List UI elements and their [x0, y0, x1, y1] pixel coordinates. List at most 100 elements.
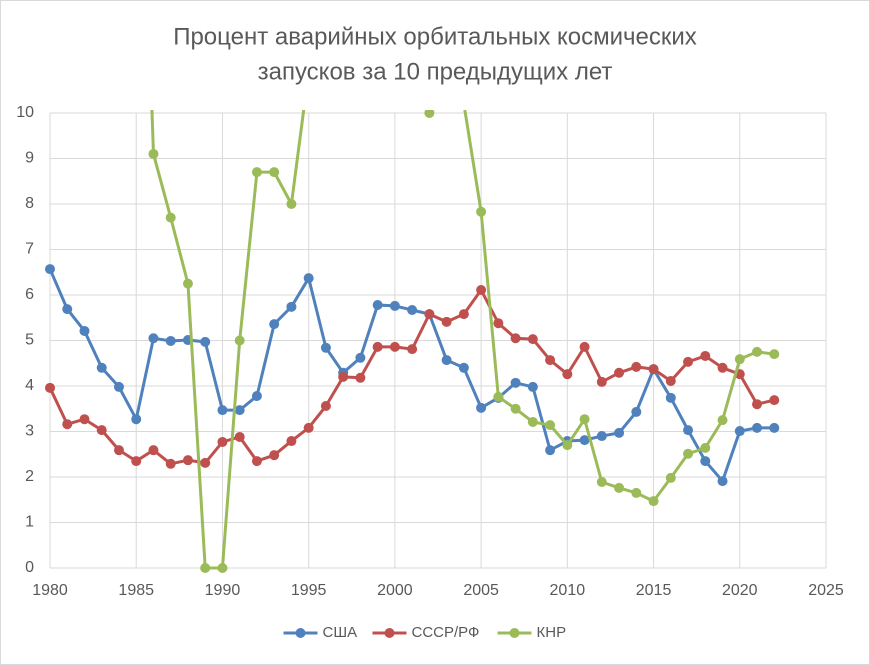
y-tick-label: 6 [25, 286, 34, 303]
chart-title: запусков за 10 предыдущих лет [258, 58, 613, 85]
data-point [769, 395, 780, 406]
data-point [45, 382, 55, 393]
data-point [683, 425, 694, 436]
data-point [407, 344, 418, 355]
data-point [131, 414, 142, 425]
x-tick-label: 2000 [377, 582, 413, 599]
data-point [389, 300, 400, 311]
data-point [527, 416, 538, 427]
data-point [734, 426, 745, 437]
data-point [320, 401, 331, 412]
data-point [148, 333, 159, 344]
data-point [96, 425, 107, 436]
data-point [493, 318, 504, 329]
x-tick-label: 2025 [808, 582, 844, 599]
data-point [148, 445, 159, 456]
data-point [648, 364, 659, 375]
data-point [182, 455, 193, 466]
data-point [372, 341, 383, 352]
data-point [476, 206, 487, 217]
x-tick-label: 1995 [291, 582, 327, 599]
y-tick-label: 10 [16, 104, 34, 121]
data-point [717, 415, 728, 426]
data-point [79, 325, 90, 336]
y-tick-label: 8 [25, 195, 34, 212]
data-point [596, 376, 607, 387]
y-tick-label: 7 [25, 241, 34, 258]
y-tick-label: 4 [25, 377, 34, 394]
data-point [234, 431, 245, 442]
x-tick-label: 2020 [722, 582, 758, 599]
data-point [234, 405, 245, 416]
data-point [683, 448, 694, 459]
data-point [665, 375, 676, 386]
legend-item: СССР/РФ [372, 624, 480, 641]
data-point [45, 264, 55, 275]
data-point [493, 391, 504, 402]
legend-swatch [384, 628, 395, 638]
data-point [683, 356, 694, 367]
data-point [338, 371, 349, 382]
data-point [372, 300, 383, 311]
data-point [752, 422, 763, 433]
data-point [165, 458, 176, 469]
data-point [113, 445, 124, 456]
data-point [510, 403, 521, 414]
data-point [96, 362, 107, 373]
data-point [251, 391, 262, 402]
legend-label: СССР/РФ [412, 624, 480, 641]
data-point [458, 362, 469, 373]
data-point [510, 333, 521, 344]
data-point [458, 309, 469, 320]
data-point [631, 361, 642, 372]
data-point [665, 392, 676, 403]
data-point [148, 148, 159, 159]
data-point [200, 336, 211, 347]
data-point [251, 456, 262, 467]
x-tick-label: 2010 [550, 582, 586, 599]
data-point [303, 273, 314, 284]
data-point [234, 335, 245, 346]
data-point [407, 305, 418, 316]
data-point [476, 284, 487, 295]
data-point [200, 457, 211, 468]
data-point [441, 316, 452, 327]
data-point [165, 212, 176, 223]
data-point [62, 304, 73, 315]
data-point [389, 341, 400, 352]
data-point [79, 414, 90, 425]
data-point [717, 476, 728, 487]
x-tick-label: 1990 [205, 582, 241, 599]
data-point [596, 477, 607, 488]
data-point [562, 369, 573, 380]
y-tick-label: 2 [25, 468, 34, 485]
data-point [545, 355, 556, 366]
data-point [752, 346, 763, 357]
data-point [165, 335, 176, 346]
data-point [631, 406, 642, 417]
data-point [269, 167, 280, 178]
data-point [441, 355, 452, 366]
data-point [700, 350, 711, 361]
legend-label: КНР [537, 624, 567, 641]
data-point [648, 496, 659, 507]
data-point [579, 435, 590, 446]
data-point [424, 309, 435, 320]
x-tick-label: 2005 [463, 582, 499, 599]
data-point [320, 342, 331, 353]
data-point [182, 278, 193, 289]
data-point [545, 445, 556, 456]
data-point [665, 472, 676, 483]
y-tick-label: 5 [25, 332, 34, 349]
y-tick-label: 1 [25, 514, 34, 531]
data-point [62, 419, 73, 430]
data-point [286, 301, 297, 312]
data-point [631, 487, 642, 498]
data-point [527, 381, 538, 392]
legend-item: США [283, 624, 357, 641]
data-point [562, 440, 573, 451]
data-point [269, 319, 280, 330]
data-point [251, 167, 262, 178]
data-point [579, 341, 590, 352]
